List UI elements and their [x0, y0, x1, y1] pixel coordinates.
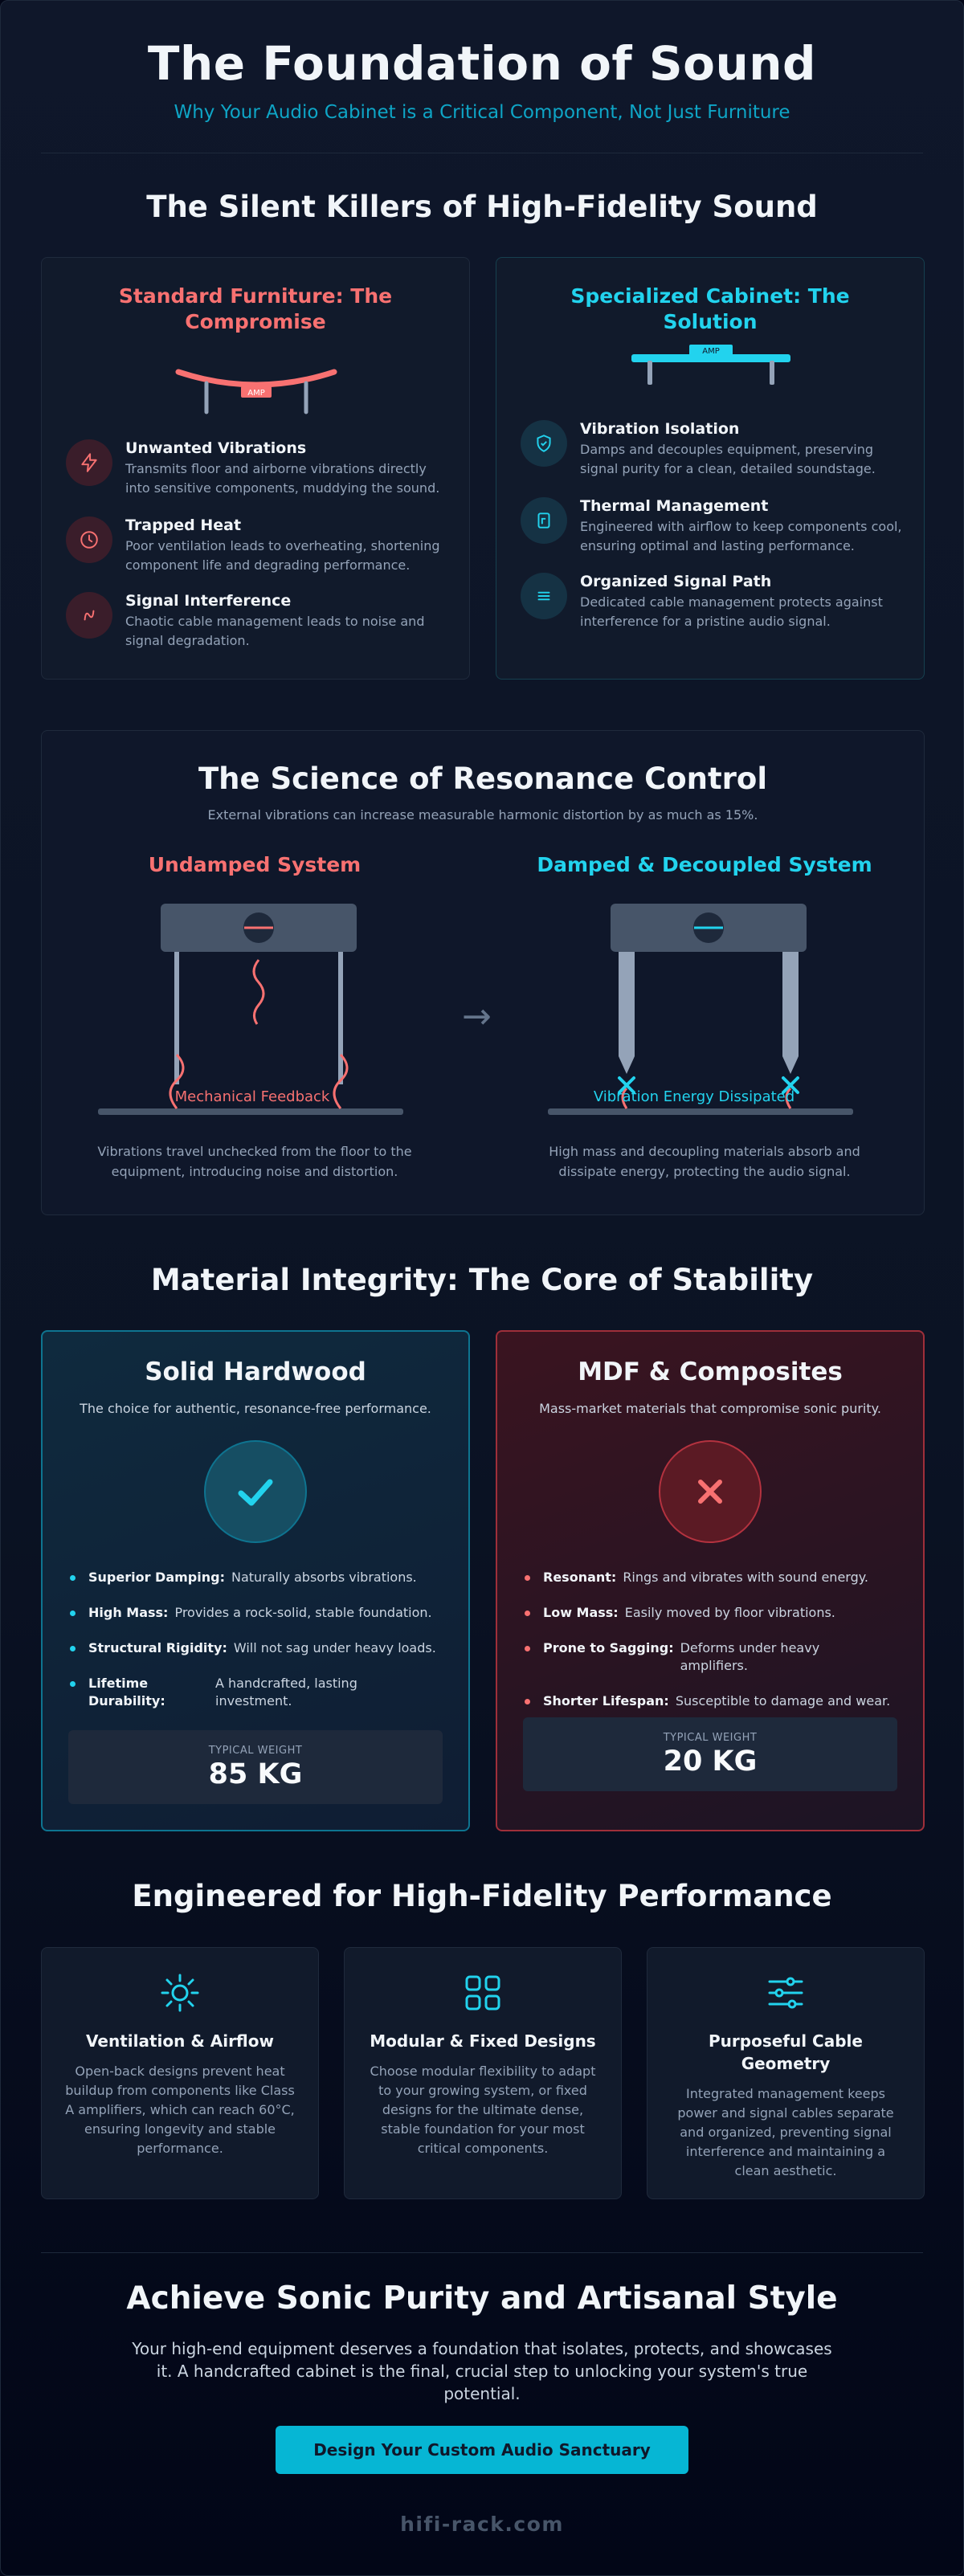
x-icon [659, 1440, 762, 1543]
feature-thermal-management: Thermal Management Engineered with airflo… [521, 497, 908, 556]
feature-title: Thermal Management [580, 497, 769, 515]
feature-vibration-isolation: Vibration Isolation Damps and decouples e… [521, 420, 908, 479]
card-title: Standard Furniture: The Compromise [118, 284, 393, 333]
card-title: MDF & Composites [578, 1357, 843, 1386]
weight-box: TYPICAL WEIGHT 85 KG [68, 1730, 443, 1804]
grid-icon [460, 1970, 505, 2015]
list-item: Shorter Lifespan: Susceptible to damage a… [525, 1692, 891, 1710]
energy-dissipated-label: Vibration Energy Dissipated [594, 1088, 794, 1105]
card-title: Purposeful Cable Geometry [709, 2031, 863, 2073]
card-title: Modular & Fixed Designs [370, 2031, 596, 2051]
feature-desc: Dedicated cable management protects agai… [580, 594, 883, 629]
shield-check-icon [521, 420, 567, 467]
mdf-drawbacks-list: Resonant: Rings and vibrates with sound e… [525, 1569, 891, 1710]
weight-label: TYPICAL WEIGHT [663, 1732, 758, 1744]
list-item: Low Mass: Easily moved by floor vibration… [525, 1604, 891, 1622]
amp-label: AMP [247, 389, 265, 398]
list-item: High Mass: Provides a rock-solid, stable … [70, 1604, 436, 1622]
feature-title: Vibration Isolation [580, 420, 740, 438]
thermometer-icon [521, 497, 567, 544]
card-modular: Modular & Fixed Designs Choose modular f… [344, 1947, 622, 2199]
feature-desc: Damps and decouples equipment, preservin… [580, 442, 876, 476]
card-desc: Integrated management keeps power and si… [677, 2086, 894, 2178]
weight-label: TYPICAL WEIGHT [208, 1745, 303, 1757]
divider [41, 2252, 923, 2253]
stable-shelf-icon: AMP [631, 345, 790, 385]
amp-label: AMP [702, 347, 720, 356]
list-item: Lifetime Durability: A handcrafted, lasti… [70, 1675, 436, 1710]
weight-value: 85 KG [208, 1758, 303, 1790]
closing-section: Achieve Sonic Purity and Artisanal Style… [1, 2280, 963, 2474]
sliders-icon [763, 1970, 808, 2015]
card-mdf-composites: MDF & Composites Mass-market materials t… [496, 1330, 925, 1831]
weight-value: 20 KG [663, 1745, 758, 1778]
arrow-icon: → [462, 996, 492, 1037]
header: The Foundation of Sound Why Your Audio C… [1, 1, 963, 123]
list-item: Structural Rigidity: Will not sag under h… [70, 1639, 436, 1657]
feature-title: Unwanted Vibrations [125, 439, 307, 457]
sagging-shelf-icon: AMP [175, 369, 337, 414]
lines-icon [521, 573, 567, 619]
closing-text: Your high-end equipment deserves a found… [132, 2339, 832, 2403]
resonance-subtitle: External vibrations can increase measura… [207, 807, 758, 823]
damped-diagram: Vibration Energy Dissipated [548, 904, 853, 1115]
mechanical-feedback-label: Mechanical Feedback [175, 1088, 330, 1105]
damped-title: Damped & Decoupled System [537, 853, 872, 876]
design-cabinet-button[interactable]: Design Your Custom Audio Sanctuary [276, 2426, 688, 2474]
hardwood-benefits-list: Superior Damping: Naturally absorbs vibra… [70, 1569, 436, 1710]
weight-box: TYPICAL WEIGHT 20 KG [523, 1717, 897, 1791]
list-item: Superior Damping: Naturally absorbs vibra… [70, 1569, 436, 1586]
card-desc: Open-back designs prevent heat buildup f… [65, 2064, 295, 2156]
feature-desc: Engineered with airflow to keep componen… [580, 519, 902, 553]
closing-title: Achieve Sonic Purity and Artisanal Style [126, 2280, 838, 2317]
resonance-section: The Science of Resonance Control Externa… [41, 730, 925, 1215]
list-item: Prone to Sagging: Deforms under heavy amp… [525, 1639, 891, 1675]
feature-title: Signal Interference [125, 592, 292, 610]
feature-unwanted-vibrations: Unwanted Vibrations Transmits floor and a… [66, 439, 453, 498]
feature-desc: Chaotic cable management leads to noise … [125, 614, 425, 648]
clock-icon [66, 516, 112, 563]
undamped-caption: Vibrations travel unchecked from the flo… [97, 1144, 412, 1179]
damped-caption: High mass and decoupling materials absor… [549, 1144, 860, 1179]
card-title: Specialized Cabinet: The Solution [570, 284, 850, 333]
card-ventilation: Ventilation & Airflow Open-back designs … [41, 1947, 319, 2199]
page-subtitle: Why Your Audio Cabinet is a Critical Com… [174, 102, 790, 123]
card-standard-furniture: Standard Furniture: The Compromise AMP U… [41, 257, 470, 680]
feature-desc: Transmits floor and airborne vibrations … [125, 461, 440, 496]
feature-title: Trapped Heat [125, 516, 242, 534]
resonance-title: The Science of Resonance Control [198, 761, 768, 796]
page-title: The Foundation of Sound [147, 36, 817, 91]
undamped-diagram: Mechanical Feedback [98, 904, 403, 1115]
card-title: Solid Hardwood [145, 1357, 366, 1386]
card-specialized-cabinet: Specialized Cabinet: The Solution AMP Vi… [496, 257, 925, 680]
section-title-materials: Material Integrity: The Core of Stabilit… [150, 1263, 814, 1297]
list-item: Resonant: Rings and vibrates with sound e… [525, 1569, 891, 1586]
card-title: Ventilation & Airflow [86, 2031, 274, 2051]
card-cable-geometry: Purposeful Cable Geometry Integrated man… [647, 1947, 925, 2199]
feature-title: Organized Signal Path [580, 573, 772, 590]
lightning-icon [66, 439, 112, 486]
footer-link[interactable]: hifi-rack.com [400, 2513, 564, 2536]
card-tagline: Mass-market materials that compromise so… [539, 1401, 881, 1416]
sun-icon [157, 1970, 202, 2015]
feature-desc: Poor ventilation leads to overheating, s… [125, 538, 440, 573]
card-tagline: The choice for authentic, resonance-free… [80, 1401, 431, 1416]
undamped-title: Undamped System [148, 853, 362, 876]
section-title-engineered: Engineered for High-Fidelity Performance [132, 1879, 832, 1913]
card-desc: Choose modular flexibility to adapt to y… [370, 2064, 596, 2156]
card-solid-hardwood: Solid Hardwood The choice for authentic,… [41, 1330, 470, 1831]
wave-icon [66, 592, 112, 639]
feature-signal-interference: Signal Interference Chaotic cable managem… [66, 592, 453, 651]
feature-organized-signal-path: Organized Signal Path Dedicated cable man… [521, 573, 908, 631]
check-icon [204, 1440, 307, 1543]
feature-trapped-heat: Trapped Heat Poor ventilation leads to ov… [66, 516, 453, 575]
section-title-killers: The Silent Killers of High-Fidelity Soun… [146, 190, 818, 224]
